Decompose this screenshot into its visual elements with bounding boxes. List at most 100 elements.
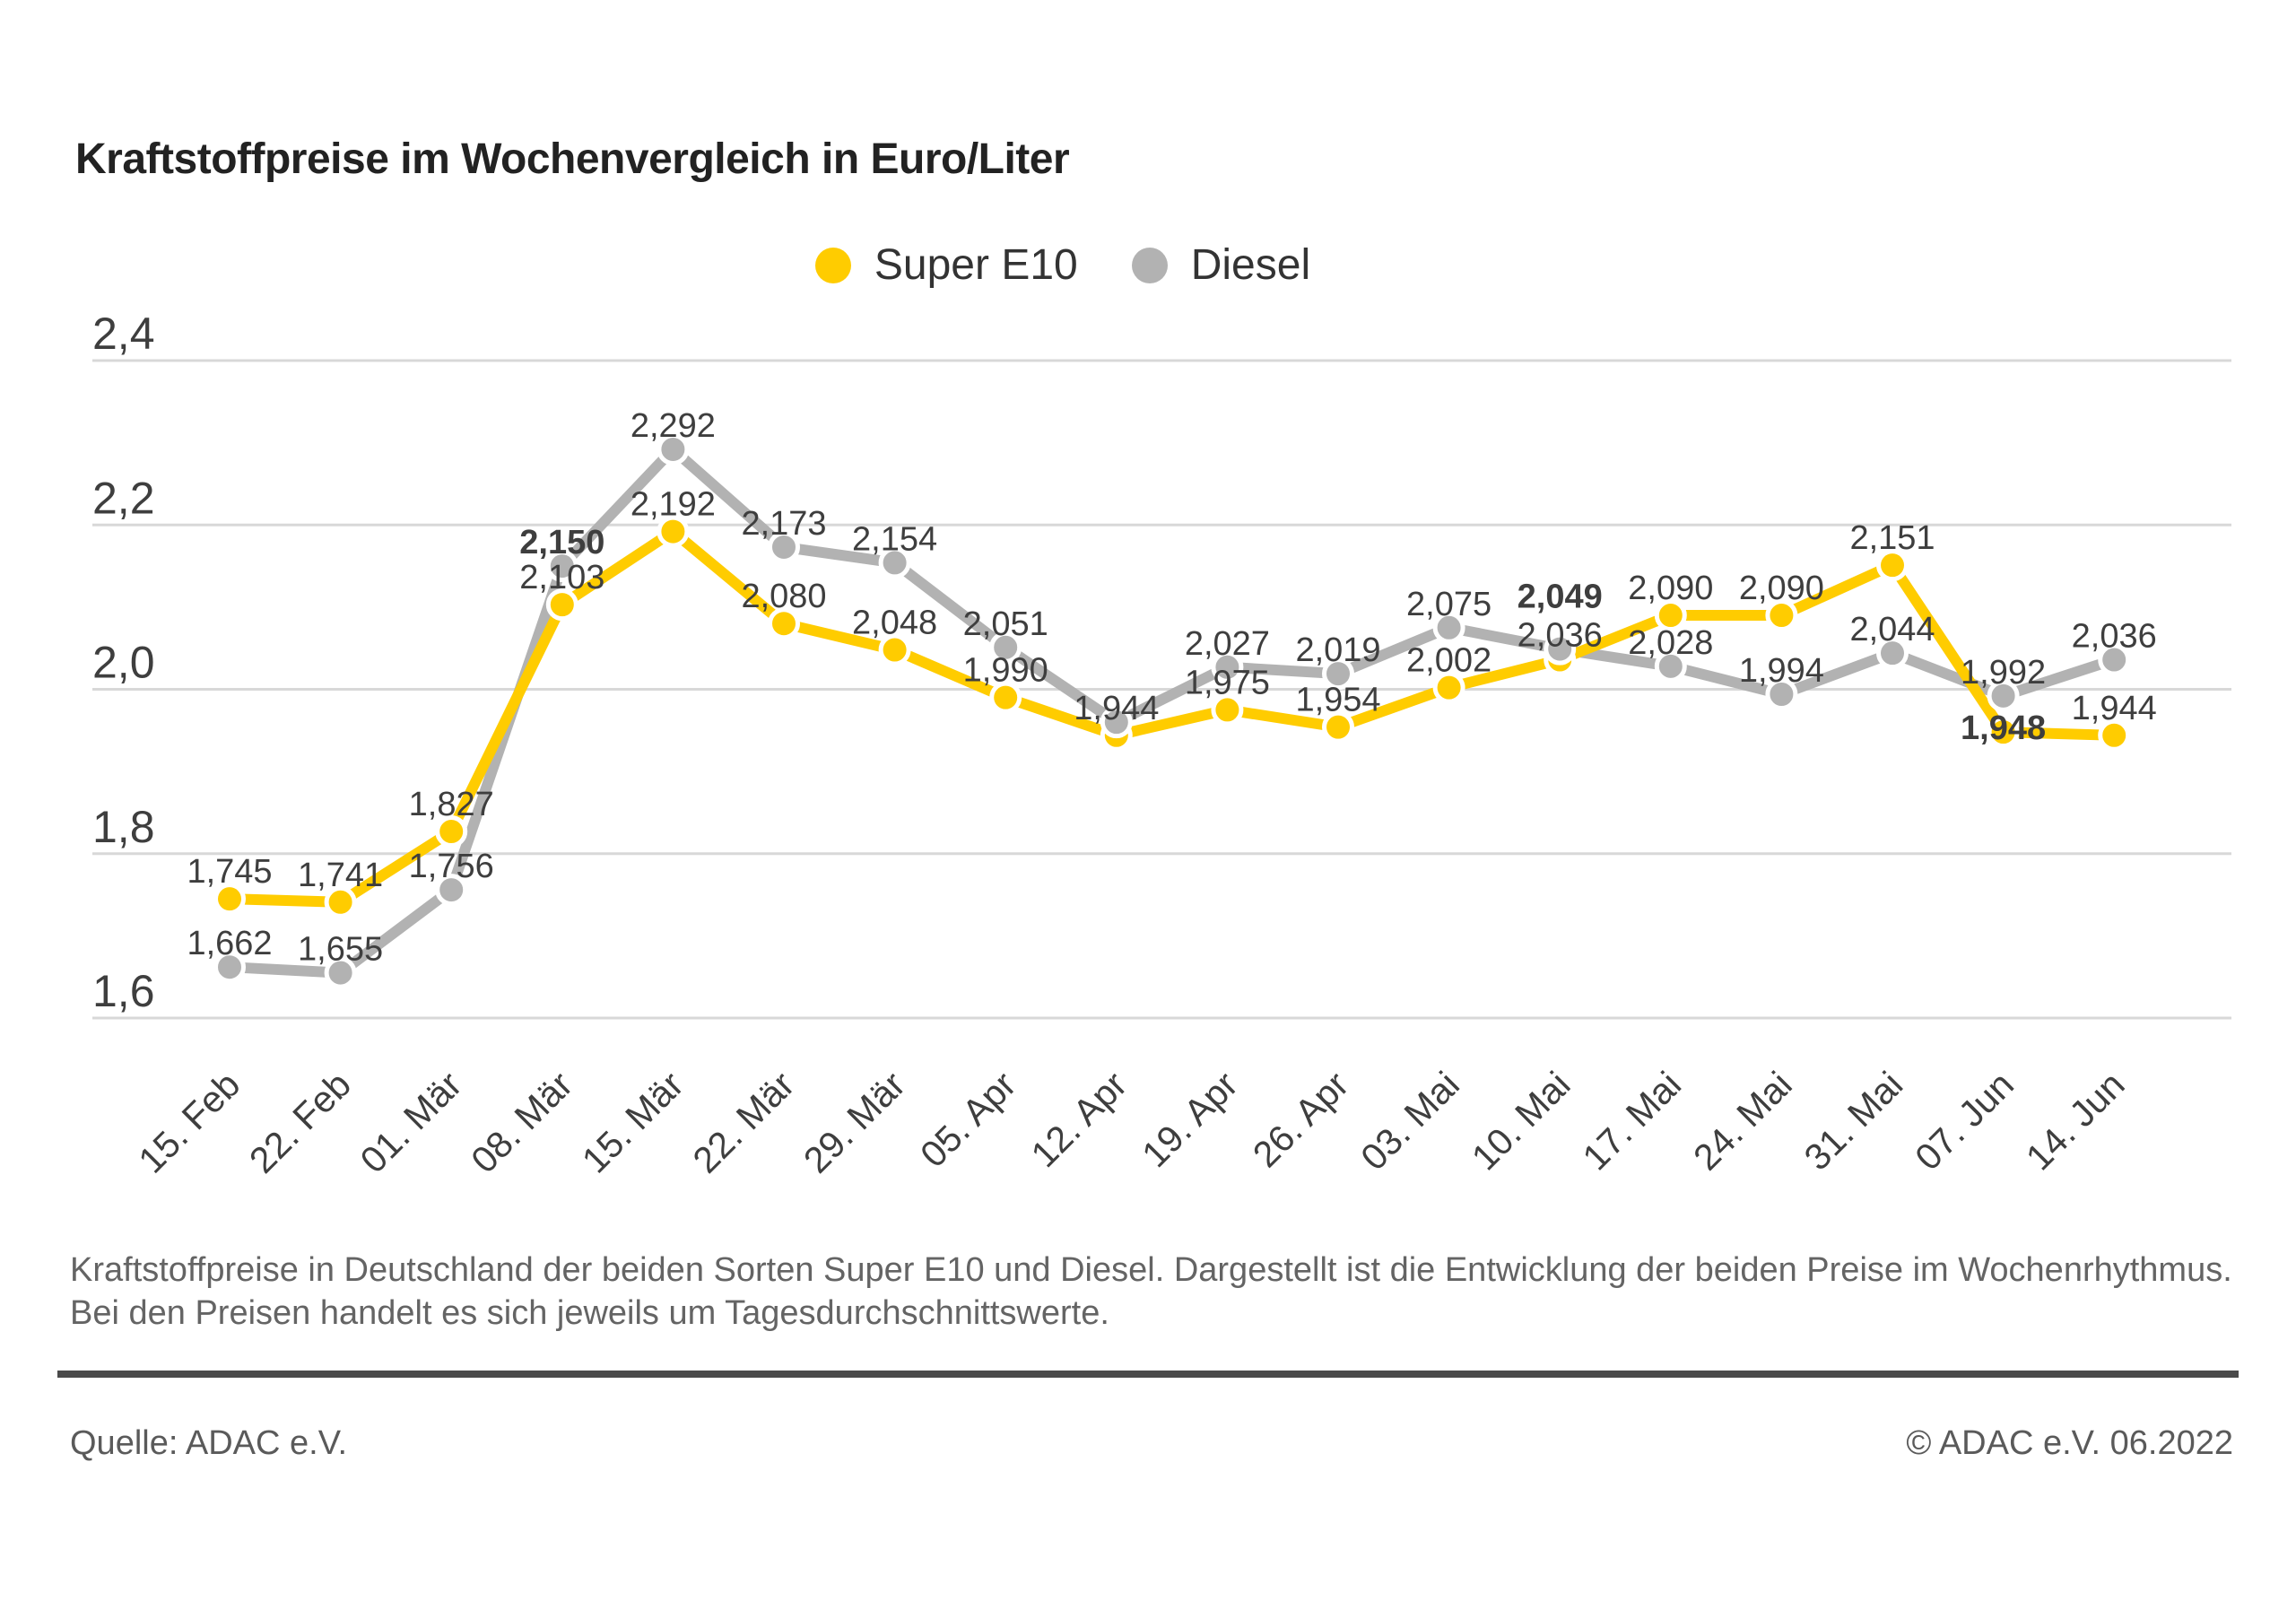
data-point-diesel: [1765, 677, 1798, 710]
source-credit: Quelle: ADAC e.V.: [70, 1424, 348, 1462]
data-point-super-e10: [1432, 671, 1465, 704]
data-point-label-diesel: 2,019: [1295, 631, 1380, 669]
legend: Super E10 Diesel: [0, 240, 2126, 290]
data-point-diesel: [1654, 649, 1687, 683]
data-point-label-super-e10: 2,090: [1739, 570, 1824, 607]
y-tick-label: 2,0: [92, 638, 155, 688]
data-point-label-super-e10: 2,048: [852, 605, 937, 642]
data-point-label-super-e10: 1,990: [963, 652, 1048, 690]
legend-label: Diesel: [1190, 241, 1311, 289]
data-point-label-diesel: 2,173: [741, 505, 826, 543]
x-tick-label: 15. Mär: [574, 1064, 691, 1181]
data-point-label-diesel: 2,150: [519, 524, 604, 561]
diesel-swatch-icon: [1131, 247, 1168, 283]
data-point-diesel: [878, 546, 911, 579]
data-point-label-super-e10: 1,741: [298, 857, 383, 894]
x-tick-label: 26. Apr: [1245, 1064, 1356, 1175]
data-point-label-diesel: 1,655: [298, 931, 383, 969]
data-point-diesel: [1322, 657, 1354, 691]
data-point-super-e10: [657, 515, 690, 548]
legend-item-diesel: Diesel: [1131, 240, 1311, 290]
data-point-diesel: [768, 530, 800, 563]
x-tick-label: 15. Feb: [131, 1064, 248, 1181]
data-point-label-super-e10: 2,036: [1518, 617, 1603, 655]
data-point-label-diesel: 2,292: [631, 407, 716, 445]
data-point-diesel: [2098, 643, 2131, 676]
data-point-diesel: [1876, 637, 1909, 670]
data-point-diesel: [1432, 611, 1465, 644]
data-point-label-diesel: 1,662: [187, 925, 272, 962]
x-tick-label: 08. Mär: [463, 1064, 580, 1181]
legend-label: Super E10: [874, 241, 1078, 289]
data-point-label-super-e10: 1,944: [2072, 690, 2157, 727]
super-e10-swatch-icon: [814, 247, 851, 283]
y-tick-label: 2,2: [92, 473, 155, 523]
data-point-super-e10: [2098, 718, 2131, 752]
data-point-diesel: [1211, 650, 1244, 683]
chart-title: Kraftstoffpreise im Wochenvergleich in E…: [75, 135, 1070, 183]
data-point-label-diesel: 2,051: [963, 605, 1048, 643]
data-point-super-e10: [1987, 716, 2020, 749]
data-point-super-e10: [1765, 599, 1798, 632]
data-point-diesel: [435, 874, 468, 907]
x-tick-label: 31. Mai: [1796, 1064, 1911, 1179]
data-point-super-e10: [1654, 599, 1687, 632]
data-point-label-super-e10: 2,151: [1849, 519, 1935, 557]
x-tick-label: 29. Mär: [796, 1064, 913, 1181]
data-point-super-e10: [989, 681, 1022, 714]
x-tick-label: 12. Apr: [1023, 1064, 1135, 1175]
x-tick-label: 07. Jun: [1907, 1064, 2022, 1179]
data-point-label-diesel: 2,036: [2072, 618, 2157, 656]
data-point-super-e10: [768, 607, 800, 640]
data-point-diesel: [324, 956, 357, 989]
copyright-credit: © ADAC e.V. 06.2022: [1906, 1424, 2233, 1462]
data-point-diesel: [1544, 632, 1577, 666]
x-tick-label: 10. Mai: [1464, 1064, 1578, 1179]
x-tick-label: 19. Apr: [1134, 1064, 1245, 1175]
data-point-label-super-e10: 1,944: [1074, 690, 1159, 727]
x-tick-label: 01. Mär: [352, 1064, 470, 1181]
data-point-super-e10: [324, 885, 357, 918]
series-line-super-e10: [229, 525, 2115, 908]
data-point-label-diesel: 2,075: [1406, 586, 1492, 623]
legend-item-super-e10: Super E10: [814, 240, 1078, 290]
data-point-super-e10: [878, 633, 911, 666]
data-point-diesel: [989, 631, 1022, 664]
data-point-label-diesel: 2,049: [1518, 579, 1603, 616]
series-line-diesel: [229, 441, 2117, 979]
x-tick-label: 14. Jun: [2018, 1064, 2133, 1179]
footer-rule: [57, 1371, 2239, 1378]
data-point-label-diesel: 2,154: [852, 520, 937, 558]
x-tick-label: 05. Apr: [912, 1064, 1023, 1175]
data-point-super-e10: [1211, 693, 1244, 727]
data-point-label-super-e10: 2,002: [1406, 642, 1492, 680]
data-point-label-super-e10: 1,948: [1961, 709, 2046, 747]
data-point-label-diesel: 2,027: [1185, 625, 1270, 663]
data-point-diesel: [213, 951, 246, 984]
chart-caption: Kraftstoffpreise in Deutschland der beid…: [70, 1251, 2232, 1332]
data-point-label-super-e10: 2,103: [519, 559, 604, 596]
data-point-diesel: [657, 432, 690, 466]
data-point-label-super-e10: 2,090: [1628, 570, 1713, 607]
data-point-label-diesel: 2,044: [1849, 611, 1935, 648]
data-point-label-super-e10: 2,080: [741, 578, 826, 615]
data-point-label-super-e10: 1,975: [1185, 664, 1270, 701]
data-point-label-diesel: 1,994: [1739, 652, 1824, 690]
data-point-diesel: [545, 550, 578, 583]
data-point-diesel: [1987, 679, 2020, 712]
data-point-super-e10: [213, 883, 246, 916]
x-tick-label: 03. Mai: [1352, 1064, 1467, 1179]
data-point-super-e10: [545, 588, 578, 622]
data-point-label-super-e10: 1,745: [187, 853, 272, 891]
data-point-super-e10: [435, 815, 468, 849]
y-tick-label: 2,4: [92, 309, 155, 359]
y-tick-label: 1,6: [92, 966, 155, 1016]
data-point-label-super-e10: 2,192: [631, 486, 716, 524]
data-point-label-super-e10: 1,827: [409, 786, 494, 823]
data-point-diesel: [1100, 706, 1133, 739]
data-point-super-e10: [1322, 710, 1354, 744]
data-point-label-diesel: 1,756: [409, 848, 494, 885]
data-point-label-diesel: 1,992: [1961, 654, 2046, 692]
